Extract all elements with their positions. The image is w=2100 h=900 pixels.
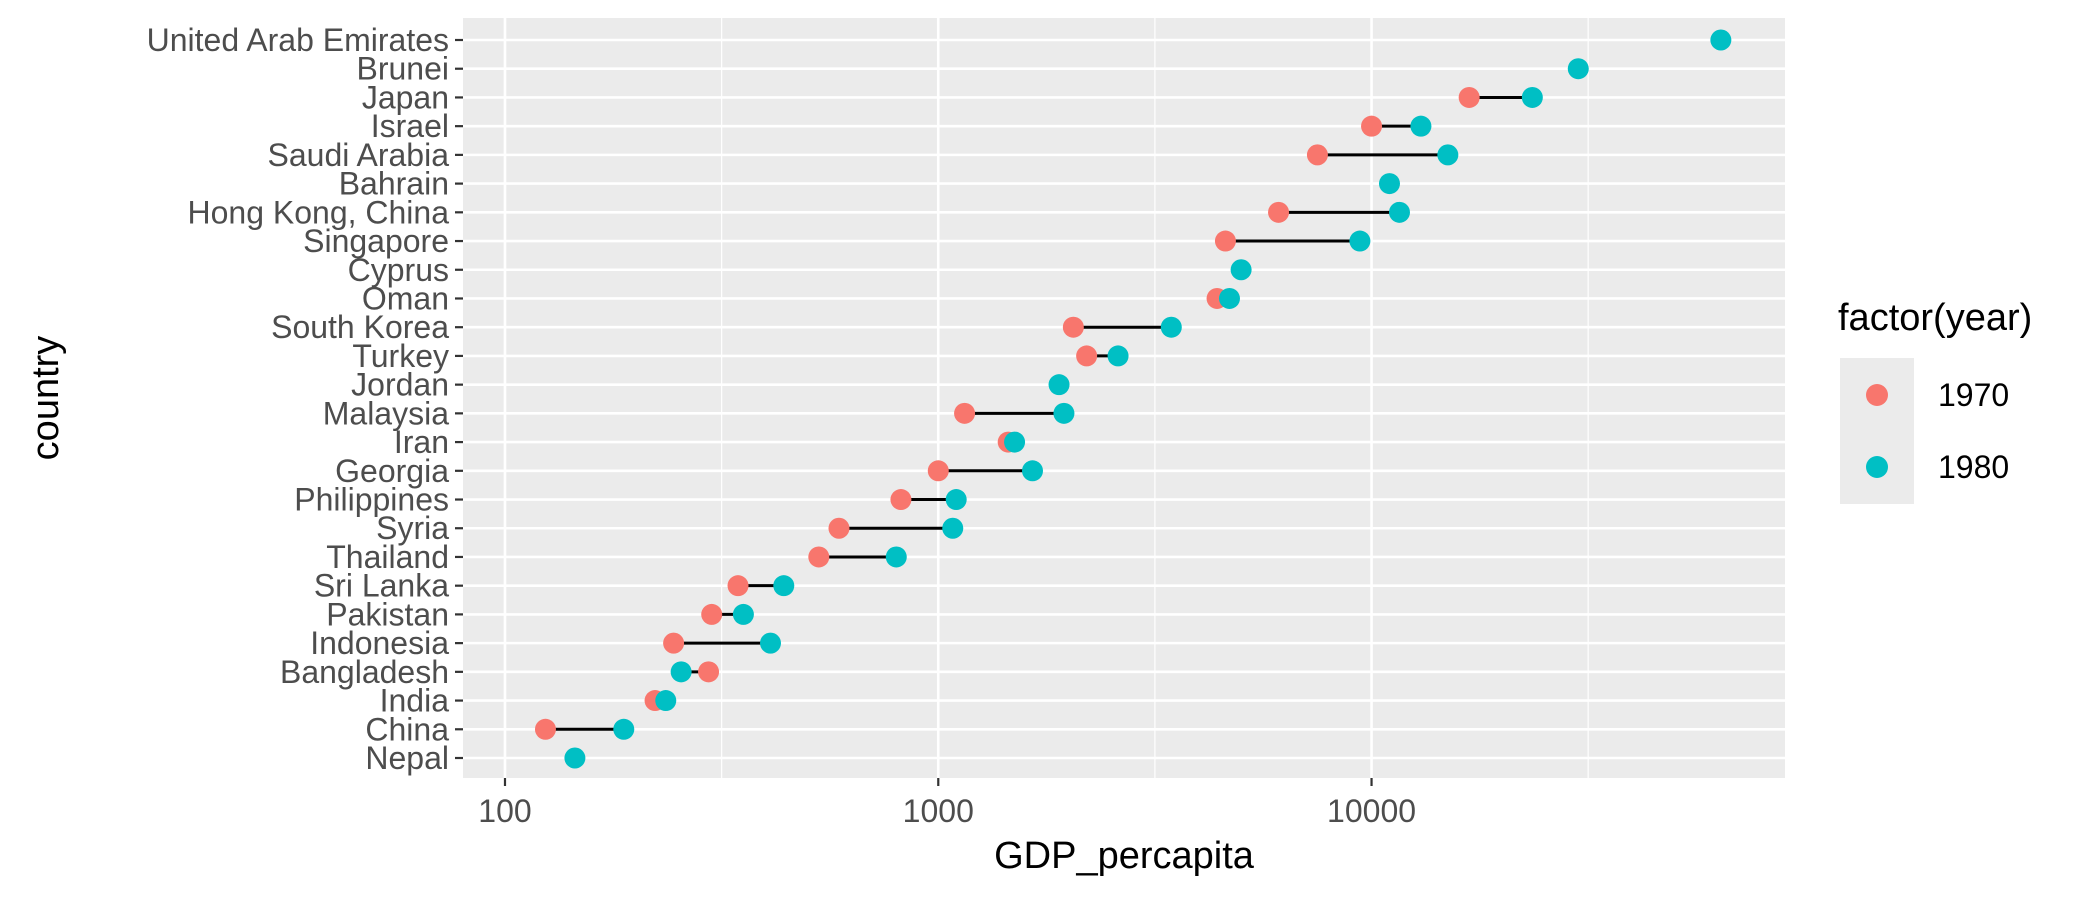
point-1970	[828, 517, 850, 539]
y-tick-label: South Korea	[271, 309, 449, 345]
point-1970	[927, 460, 949, 482]
point-1980	[1218, 287, 1240, 309]
point-1970	[1268, 201, 1290, 223]
point-1980	[1410, 115, 1432, 137]
legend-title: factor(year)	[1838, 297, 2032, 339]
point-1980	[655, 690, 677, 712]
point-1980	[613, 718, 635, 740]
y-tick-label: Israel	[371, 108, 449, 144]
legend-dot-1970	[1866, 384, 1888, 406]
point-1980	[670, 661, 692, 683]
y-tick-label: Thailand	[326, 539, 449, 575]
x-axis-title: GDP_percapita	[994, 835, 1255, 877]
y-tick-label: Sri Lanka	[314, 568, 449, 604]
legend-dot-1980	[1866, 456, 1888, 478]
y-tick-label: Malaysia	[323, 395, 449, 431]
point-1970	[698, 661, 720, 683]
y-tick-label: Bahrain	[339, 166, 449, 202]
x-tick-label: 100	[478, 793, 531, 829]
y-tick-label: Indonesia	[310, 625, 449, 661]
point-1980	[1048, 374, 1070, 396]
point-1970	[534, 718, 556, 740]
y-tick-label: Singapore	[303, 223, 449, 259]
point-1970	[1306, 144, 1328, 166]
point-1970	[954, 402, 976, 424]
point-1980	[1160, 316, 1182, 338]
y-tick-label: Cyprus	[348, 252, 449, 288]
y-tick-label: Jordan	[351, 367, 449, 403]
point-1980	[1437, 144, 1459, 166]
y-tick-label: Pakistan	[326, 596, 449, 632]
y-tick-label: Syria	[376, 510, 449, 546]
point-1980	[1521, 86, 1543, 108]
point-1970	[890, 489, 912, 511]
legend-label-1980: 1980	[1938, 449, 2009, 485]
legend-label-1970: 1970	[1938, 377, 2009, 413]
point-1970	[663, 632, 685, 654]
point-1980	[945, 489, 967, 511]
point-1980	[773, 575, 795, 597]
legend-key-background	[1840, 358, 1914, 504]
points	[534, 29, 1732, 769]
point-1980	[564, 747, 586, 769]
legend: factor(year) 1970 1980	[1838, 297, 2032, 504]
y-tick-label: Iran	[394, 424, 449, 460]
y-tick-label: Nepal	[365, 740, 449, 776]
y-tick-label: Saudi Arabia	[268, 137, 450, 173]
y-tick-label: Georgia	[335, 453, 449, 489]
point-1980	[1349, 230, 1371, 252]
point-1980	[1021, 460, 1043, 482]
y-tick-label: India	[380, 683, 450, 719]
y-axis-ticks: United Arab EmiratesBruneiJapanIsraelSau…	[147, 22, 463, 776]
point-1980	[759, 632, 781, 654]
y-tick-label: China	[365, 711, 449, 747]
point-1980	[1053, 402, 1075, 424]
y-tick-label: Hong Kong, China	[187, 194, 449, 230]
point-1980	[1567, 58, 1589, 80]
point-1980	[942, 517, 964, 539]
y-tick-label: United Arab Emirates	[147, 22, 449, 58]
y-tick-label: Turkey	[352, 338, 449, 374]
point-1970	[1076, 345, 1098, 367]
x-axis-ticks: 100 1000 10000	[478, 778, 1416, 829]
point-1970	[727, 575, 749, 597]
point-1970	[1214, 230, 1236, 252]
point-1980	[1378, 173, 1400, 195]
point-1970	[1361, 115, 1383, 137]
point-1980	[732, 603, 754, 625]
point-1970	[1458, 86, 1480, 108]
point-1970	[701, 603, 723, 625]
point-1980	[885, 546, 907, 568]
point-1980	[1107, 345, 1129, 367]
point-1970	[1062, 316, 1084, 338]
point-1970	[808, 546, 830, 568]
y-tick-label: Philippines	[294, 482, 449, 518]
x-tick-label: 1000	[903, 793, 974, 829]
y-tick-label: Brunei	[357, 51, 450, 87]
point-1980	[1230, 259, 1252, 281]
y-axis-title: country	[25, 336, 67, 461]
x-tick-label: 10000	[1327, 793, 1416, 829]
point-1980	[1004, 431, 1026, 453]
y-tick-label: Oman	[362, 280, 449, 316]
y-tick-label: Bangladesh	[280, 654, 449, 690]
plot-panel	[463, 18, 1785, 778]
point-1980	[1388, 201, 1410, 223]
point-1980	[1710, 29, 1732, 51]
y-tick-label: Japan	[362, 79, 449, 115]
